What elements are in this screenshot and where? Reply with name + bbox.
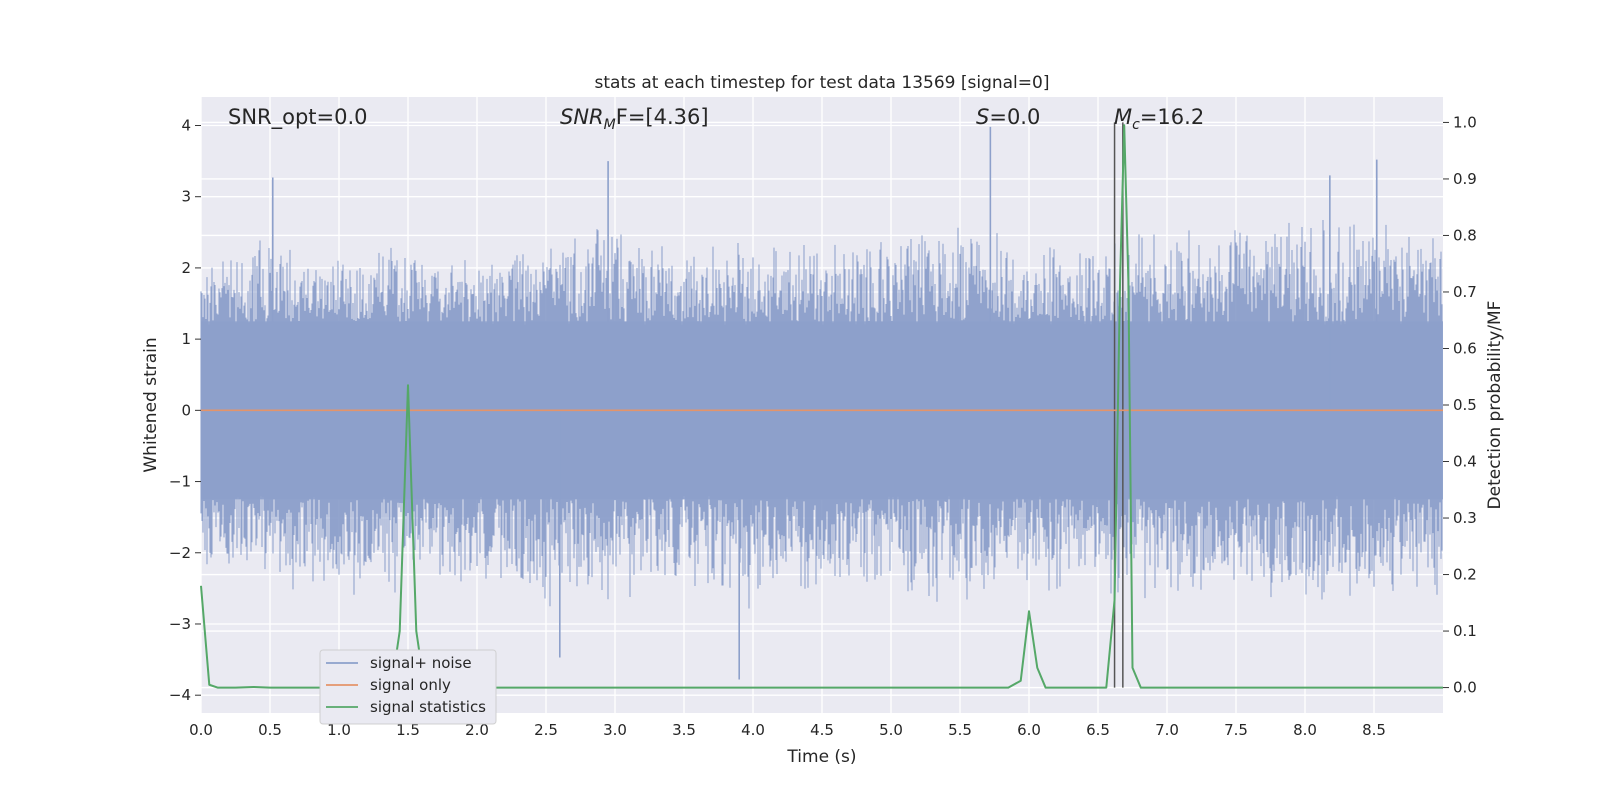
y2-tick-label: 0.7 [1453, 283, 1477, 301]
x-tick-label: 0.5 [258, 721, 282, 739]
y-tick-label: 1 [181, 330, 191, 348]
annotation-snr-mf-rest: F=[4.36] [616, 105, 709, 129]
y-tick-label: 4 [181, 116, 191, 134]
x-tick-label: 6.5 [1086, 721, 1110, 739]
y2-tick-label: 0.2 [1453, 566, 1477, 584]
x-tick-label: 1.0 [327, 721, 351, 739]
annotation-s-value: =0.0 [989, 105, 1040, 129]
x-tick-label: 2.0 [465, 721, 489, 739]
x-tick-label: 1.5 [396, 721, 420, 739]
annotation-mc-sub: c [1132, 117, 1140, 133]
annotation-snr-mf: SNRMF=[4.36] [560, 105, 709, 133]
y-tick-label: −2 [169, 544, 191, 562]
annotation-snr-mf-sub: M [604, 117, 616, 133]
y2-tick-label: 0.6 [1453, 339, 1477, 357]
x-tick-label: 2.5 [534, 721, 558, 739]
y-tick-label: −1 [169, 473, 191, 491]
y-axis-label: Whitened strain [141, 337, 161, 472]
x-tick-label: 0.0 [189, 721, 213, 739]
x-tick-label: 4.0 [741, 721, 765, 739]
annotation-s-symbol: S [976, 105, 989, 129]
y2-tick-label: 0.5 [1453, 396, 1477, 414]
x-tick-label: 8.5 [1362, 721, 1386, 739]
annotation-snr-mf-main: SNR [560, 105, 604, 129]
y2-tick-label: 0.0 [1453, 679, 1477, 697]
x-axis-label: Time (s) [786, 747, 856, 767]
signal-statistics-series [200, 124, 1443, 689]
y2-tick-label: 0.8 [1453, 226, 1477, 244]
x-tick-label: 3.5 [672, 721, 696, 739]
y-tick-label: 2 [181, 259, 191, 277]
x-tick-label: 4.5 [810, 721, 834, 739]
y2-tick-label: 0.3 [1453, 509, 1477, 527]
y-tick-label: −3 [169, 615, 191, 633]
legend: signal+ noise signal only signal statist… [319, 649, 497, 725]
y2-tick-label: 0.9 [1453, 170, 1477, 188]
legend-label-signal-only: signal only [370, 676, 451, 694]
y2-axis-label: Detection probability/MF [1485, 301, 1505, 510]
annotation-snr-opt: SNR_opt=0.0 [228, 105, 368, 130]
annotation-mc-value: =16.2 [1140, 105, 1204, 129]
signal-statistics-line [200, 124, 1443, 689]
y2-tick-label: 0.1 [1453, 622, 1477, 640]
y2-tick-label: 0.4 [1453, 453, 1477, 471]
x-tick-label: 6.0 [1017, 721, 1041, 739]
annotation-s: S=0.0 [976, 105, 1040, 129]
annotation-mc-symbol: M [1114, 105, 1132, 129]
y-tick-label: 3 [181, 188, 191, 206]
annotation-mc: Mc=16.2 [1114, 105, 1204, 133]
y-tick-label: 0 [181, 401, 191, 419]
x-tick-label: 3.0 [603, 721, 627, 739]
signal-plus-noise-series [200, 126, 1443, 680]
x-tick-label: 5.5 [948, 721, 972, 739]
legend-box [319, 649, 497, 725]
y2-tick-label: 1.0 [1453, 113, 1477, 131]
x-tick-label: 7.5 [1224, 721, 1248, 739]
legend-label-signal-noise: signal+ noise [370, 654, 472, 672]
y-tick-label: −4 [169, 686, 191, 704]
x-tick-label: 7.0 [1155, 721, 1179, 739]
x-tick-label: 5.0 [879, 721, 903, 739]
axis-ticks: 0.0 0.5 1.0 1.5 2.0 2.5 3.0 3.5 4.0 4.5 5.0 5.5 6.0 6… [169, 113, 1477, 739]
x-tick-label: 8.0 [1293, 721, 1317, 739]
legend-label-signal-statistics: signal statistics [370, 698, 486, 716]
chart-title: stats at each timestep for test data 135… [595, 73, 1050, 93]
